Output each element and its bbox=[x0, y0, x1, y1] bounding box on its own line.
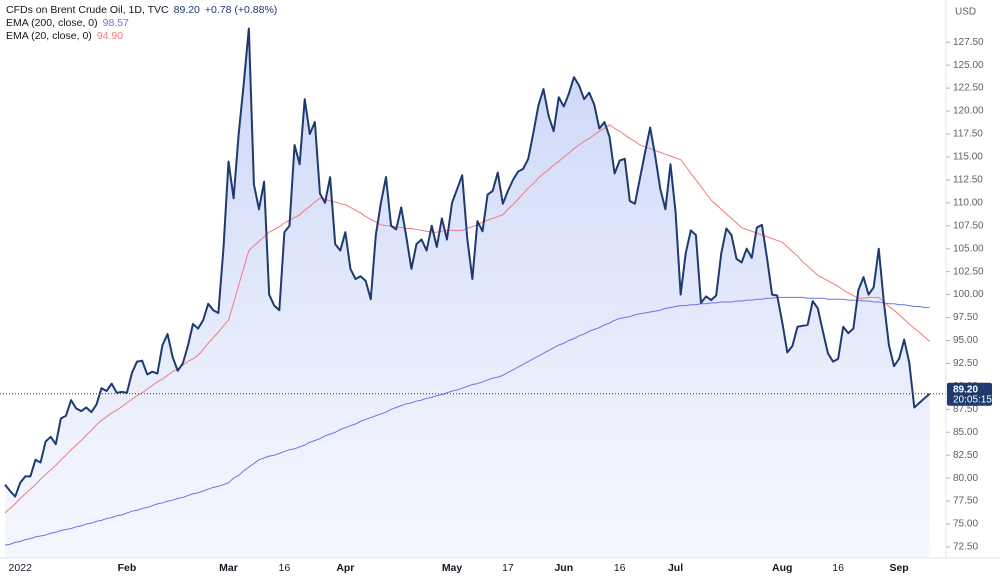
y-tick-label: 85.00 bbox=[953, 427, 978, 438]
y-tick-label: 80.00 bbox=[953, 473, 978, 484]
legend-row: CFDs on Brent Crude Oil, 1D, TVC 89.20 +0.… bbox=[6, 4, 282, 17]
indicator-name: EMA (200, close, 0) bbox=[6, 17, 98, 29]
y-tick-label: 112.50 bbox=[953, 175, 983, 186]
y-tick-label: 120.00 bbox=[953, 106, 984, 117]
axes: 72.5075.0077.5080.0082.5085.0087.5090.00… bbox=[9, 37, 993, 574]
y-tick-label: 117.50 bbox=[953, 129, 983, 140]
price-change: +0.78 (+0.88%) bbox=[204, 4, 278, 16]
y-tick-label: 107.50 bbox=[953, 220, 984, 231]
y-tick-label: 77.50 bbox=[953, 496, 978, 507]
y-tick-label: 72.50 bbox=[953, 542, 978, 553]
y-tick-label: 105.00 bbox=[953, 243, 984, 254]
x-tick-label: Aug bbox=[772, 562, 792, 574]
y-tick-label: 115.00 bbox=[953, 152, 983, 163]
x-tick-label: 17 bbox=[502, 562, 514, 574]
legend-row: EMA (20, close, 0) 94.90 bbox=[6, 30, 282, 43]
x-tick-label: May bbox=[442, 562, 463, 574]
x-tick-label: 2022 bbox=[9, 562, 33, 574]
x-tick-label: Mar bbox=[219, 562, 238, 574]
price-line bbox=[4, 27, 931, 498]
x-tick-label: Feb bbox=[118, 562, 137, 574]
x-tick-label: 16 bbox=[614, 562, 626, 574]
plot-area bbox=[0, 27, 946, 558]
price-tag bbox=[947, 382, 992, 406]
y-tick-label: 127.50 bbox=[953, 37, 984, 48]
y-tick-label: 95.00 bbox=[953, 335, 978, 346]
y-tick-label: 122.50 bbox=[953, 83, 984, 94]
legend-row: EMA (200, close, 0) 98.57 bbox=[6, 17, 282, 30]
y-tick-label: 97.50 bbox=[953, 312, 978, 323]
axis-unit: USD bbox=[955, 7, 976, 18]
indicator-value: 98.57 bbox=[102, 17, 129, 29]
y-tick-label: 87.50 bbox=[953, 404, 978, 415]
price-tag-countdown: 20:05:15 bbox=[953, 394, 992, 405]
y-tick-label: 75.00 bbox=[953, 519, 978, 530]
indicator-name: EMA (20, close, 0) bbox=[6, 30, 92, 42]
y-tick-label: 102.50 bbox=[953, 266, 984, 277]
indicator-value: 94.90 bbox=[96, 30, 124, 42]
symbol-title: CFDs on Brent Crude Oil, 1D, TVC bbox=[6, 4, 169, 16]
price-area bbox=[5, 28, 930, 558]
x-tick-label: 16 bbox=[279, 562, 291, 574]
x-tick-label: Apr bbox=[336, 562, 354, 574]
y-tick-label: 125.00 bbox=[953, 60, 984, 71]
price-tag-value: 89.20 bbox=[953, 384, 978, 395]
x-tick-label: 16 bbox=[832, 562, 844, 574]
x-tick-label: Sep bbox=[889, 562, 908, 574]
y-tick-label: 110.00 bbox=[953, 197, 983, 208]
last-price: 89.20 bbox=[173, 4, 200, 16]
y-tick-label: 82.50 bbox=[953, 450, 978, 461]
y-tick-label: 100.00 bbox=[953, 289, 984, 300]
x-tick-label: Jul bbox=[668, 562, 683, 574]
ema-line bbox=[4, 296, 930, 546]
x-tick-label: Jun bbox=[554, 562, 573, 574]
time-axis bbox=[0, 558, 1000, 579]
legend: CFDs on Brent Crude Oil, 1D, TVC 89.20 +0.… bbox=[6, 4, 282, 43]
y-tick-label: 92.50 bbox=[953, 358, 978, 369]
price-axis bbox=[946, 0, 1000, 579]
